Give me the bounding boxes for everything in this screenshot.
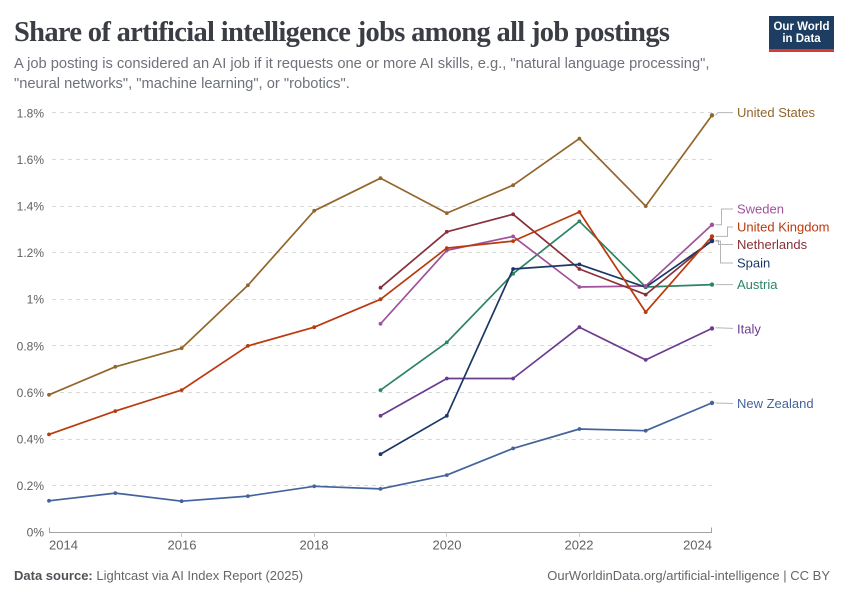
svg-text:Sweden: Sweden [737,202,784,217]
svg-text:Spain: Spain [737,256,770,271]
svg-text:1.6%: 1.6% [17,153,45,167]
svg-text:United States: United States [737,105,816,120]
svg-text:0.6%: 0.6% [17,386,45,400]
svg-text:Austria: Austria [737,277,778,292]
svg-text:2022: 2022 [565,538,594,553]
svg-text:2024: 2024 [683,538,712,553]
svg-text:2014: 2014 [49,538,78,553]
svg-text:1%: 1% [27,293,45,307]
svg-text:1.8%: 1.8% [17,106,45,120]
svg-text:0.4%: 0.4% [17,432,45,446]
svg-text:United Kingdom: United Kingdom [737,220,830,235]
svg-text:0.8%: 0.8% [17,339,45,353]
svg-text:1.4%: 1.4% [17,200,45,214]
svg-text:1.2%: 1.2% [17,246,45,260]
svg-text:2016: 2016 [168,538,197,553]
svg-text:Netherlands: Netherlands [737,237,808,252]
svg-text:0.2%: 0.2% [17,479,45,493]
svg-text:2018: 2018 [300,538,329,553]
svg-text:2020: 2020 [433,538,462,553]
svg-text:0%: 0% [27,526,45,540]
svg-text:Italy: Italy [737,322,761,337]
svg-text:New Zealand: New Zealand [737,396,814,411]
